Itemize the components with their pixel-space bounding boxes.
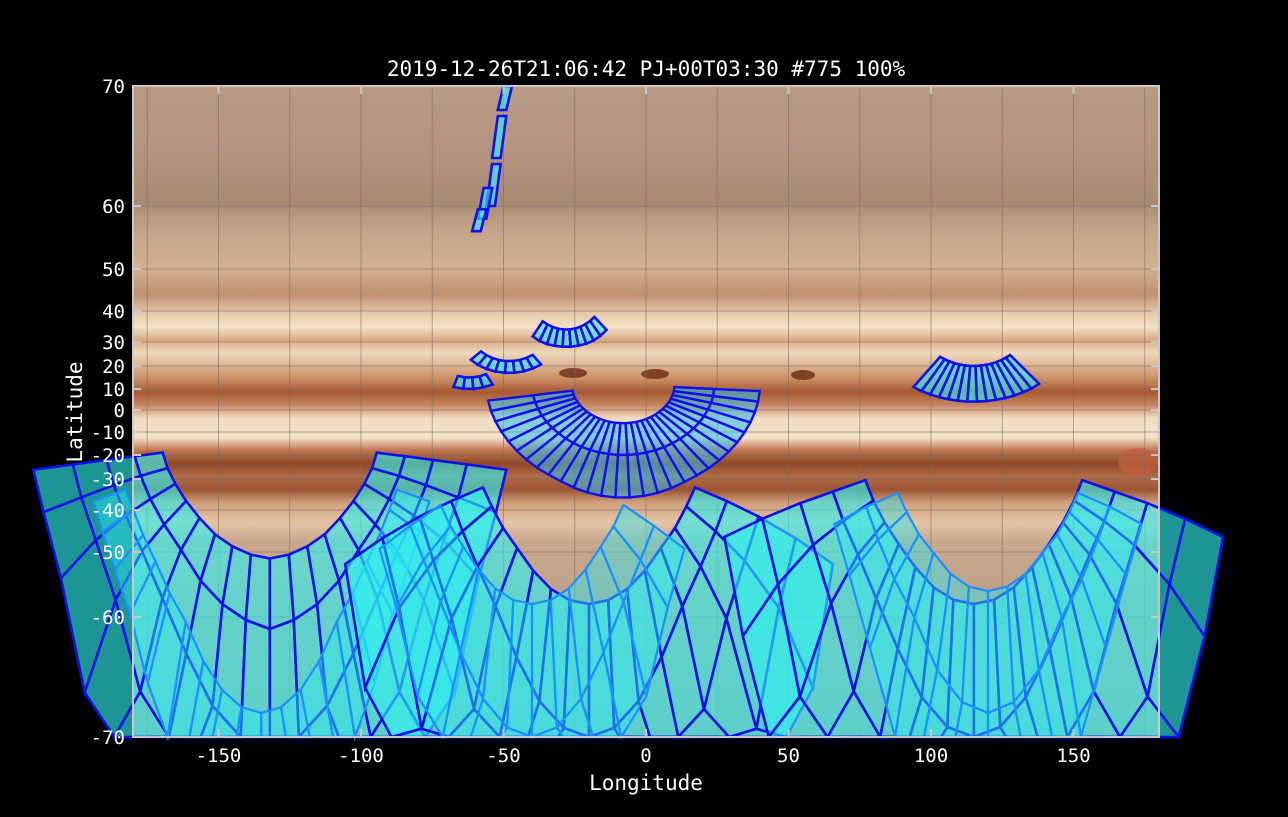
footprint-southwest [235, 705, 263, 739]
x-tick-label: -100 [338, 745, 384, 767]
y-tick-label: 70 [102, 76, 125, 98]
y-tick-label: 10 [102, 379, 125, 401]
y-tick-label: 40 [102, 301, 125, 323]
x-tick-label: 100 [914, 745, 948, 767]
x-tick-label: -150 [196, 745, 242, 767]
x-tick-label: 150 [1056, 745, 1090, 767]
y-tick-label: 30 [102, 332, 125, 354]
plot-title: 2019-12-26T21:06:42 PJ+00T03:30 #775 100… [387, 57, 906, 81]
footprint-southcenter [639, 524, 686, 611]
y-tick-label: 60 [102, 196, 125, 218]
footprint-layer [31, 84, 1225, 742]
axis-ticks: -150 -100 -50 0 50 100 150706050403020100-10-2… [91, 76, 1159, 767]
x-tick-label: -50 [486, 745, 520, 767]
y-tick-label: -40 [91, 500, 125, 522]
y-tick-label: -60 [91, 607, 125, 629]
footprint-equatorial-fan [711, 387, 762, 403]
y-tick-label: 0 [114, 400, 125, 422]
footprint-polar-strip [470, 207, 489, 233]
footprint-southwest [244, 553, 272, 631]
y-tick-label: 20 [102, 356, 125, 378]
footprint-north-arc [477, 372, 495, 390]
y-tick-label: 50 [102, 259, 125, 281]
y-axis-label: Latitude [63, 361, 87, 462]
footprint-polar-strip [490, 114, 508, 160]
x-tick-label: 0 [640, 745, 651, 767]
footprint-north-arc [524, 353, 544, 371]
y-tick-label: -50 [91, 542, 125, 564]
y-tick-label: -20 [91, 445, 125, 467]
y-tick-label: -30 [91, 469, 125, 491]
x-axis-label: Longitude [589, 771, 703, 795]
footprint-north-arc [588, 315, 609, 338]
footprint-northeast-arc [1003, 353, 1042, 391]
x-tick-label: 50 [777, 745, 800, 767]
footprint-southeast [1096, 505, 1144, 578]
y-tick-label: -70 [91, 727, 125, 749]
footprint-southeast [1168, 516, 1225, 640]
y-tick-label: -10 [91, 422, 125, 444]
